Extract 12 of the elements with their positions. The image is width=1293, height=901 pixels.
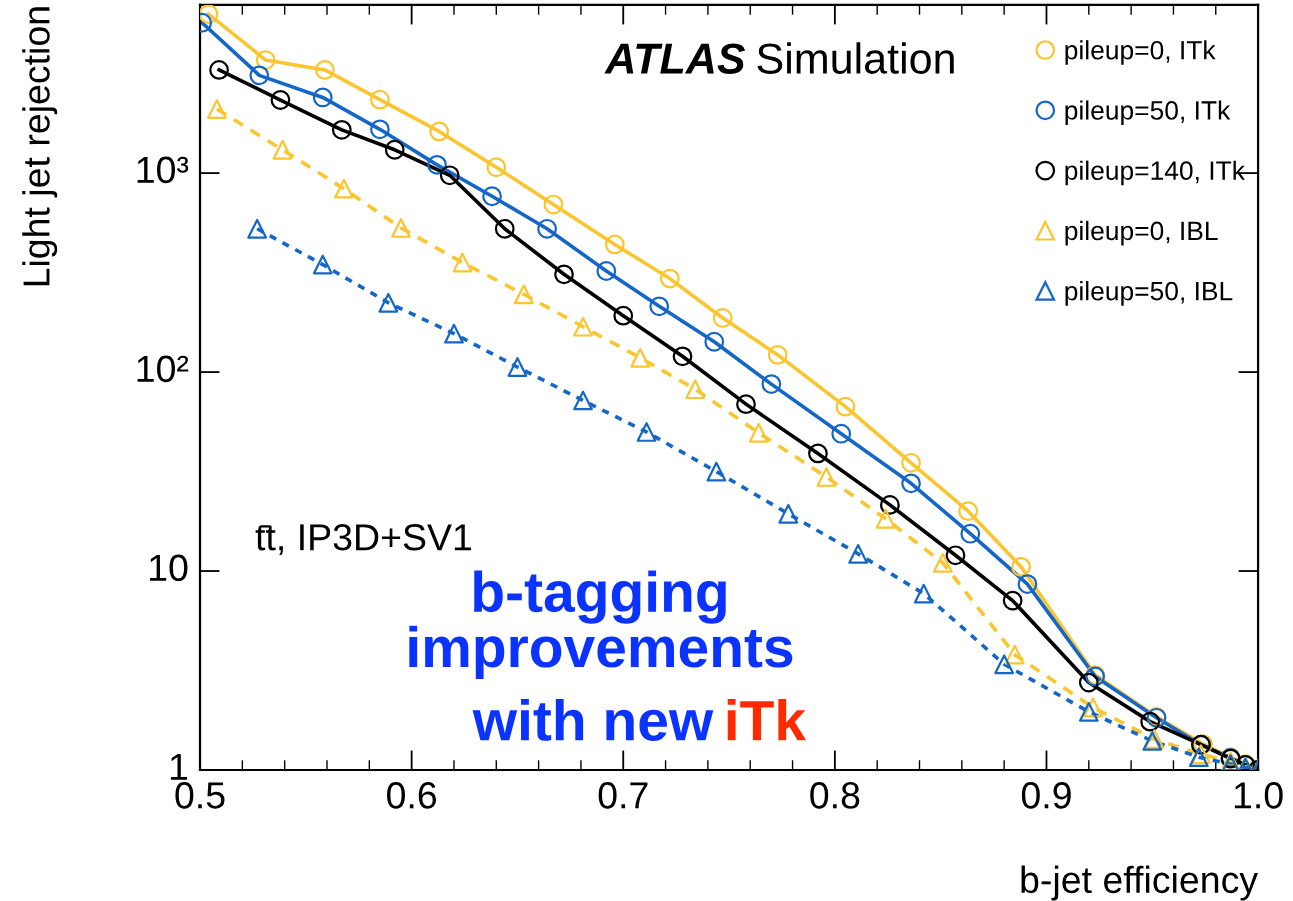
x-tick-label: 0.7 <box>598 782 648 809</box>
y-axis-title: Light jet rejection <box>22 7 58 286</box>
x-tick-label: 0.6 <box>387 782 437 809</box>
x-tick-label: 0.5 <box>175 782 225 809</box>
x-axis-title: b-jet efficiency <box>1021 865 1259 901</box>
y-tick-label: 10² <box>137 355 189 383</box>
x-tick-label: 0.8 <box>810 782 860 809</box>
x-tick-label: 1.0 <box>1234 782 1283 809</box>
y-tick-label: 10³ <box>137 156 189 184</box>
y-tick-label: 1 <box>170 753 188 780</box>
x-tick-label: 0.9 <box>1021 782 1071 809</box>
y-tick-label: 10 <box>150 554 188 582</box>
